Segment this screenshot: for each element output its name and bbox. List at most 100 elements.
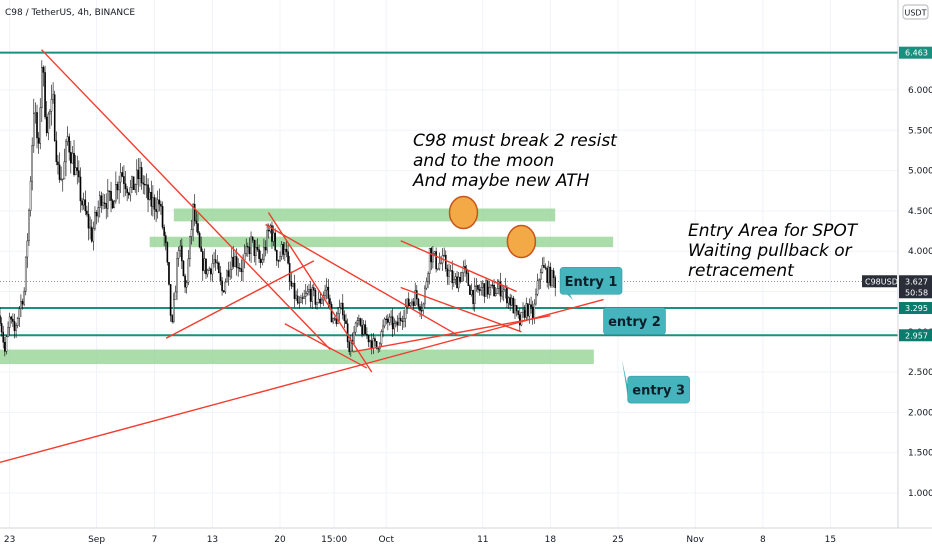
candle-body [13,321,16,331]
candle-body [24,256,27,292]
candle-body [325,286,328,291]
candle-body [525,303,528,318]
candle-body [41,67,43,109]
candle-body [111,200,114,209]
price-tag-box [899,302,932,315]
candle-body [517,310,520,315]
candle-body [358,318,360,321]
callout-pointer [622,360,628,397]
candle-body [15,325,17,331]
candle-body [102,202,104,206]
candle-body [206,270,209,275]
candle-body [387,318,389,323]
candle-body [422,303,425,311]
callout-label: entry 2 [608,315,661,330]
candle-body [227,270,230,277]
candle-body [68,136,71,153]
candle-body [348,341,351,352]
candle-body [79,176,82,202]
candle-body [107,190,109,209]
candle-body [536,280,539,295]
candle-body [214,259,217,263]
candle-body [150,192,153,207]
candle-body [258,249,260,259]
price-tag-label: 2.957 [905,331,928,340]
x-tick-label: 18 [545,535,557,545]
trendline-9 [400,286,522,333]
candle-body [145,184,148,186]
candle-body [267,230,270,232]
candle-body [177,250,180,259]
candle-body [502,289,505,292]
candle-body [87,213,90,229]
candle-body [82,199,85,206]
candle-body [92,228,95,242]
candle-body [317,298,320,303]
candle-body [219,272,222,282]
price-lines [0,51,898,337]
candle-body [330,303,333,323]
callouts: Entry 1 entry 2 entry 3 [559,267,690,404]
callout-3: entry 3 [622,360,690,404]
price-tag-3.295: 3.295 [899,302,932,315]
candle-body [425,281,428,289]
candle-body [70,152,72,164]
candle-body [28,210,30,242]
y-tick-label: 5.000 [908,167,932,177]
candle-body [473,286,476,304]
candle-body [20,301,22,309]
candle-body [55,140,58,163]
candle-body [31,145,33,182]
candle-body [338,307,341,314]
trendline-4 [165,260,315,339]
candle-body [332,318,334,323]
candle-body [472,289,474,304]
candle-body [197,223,199,234]
candle-body [98,195,101,208]
candle-body [210,268,212,275]
candle-body [100,195,103,206]
candle-body [0,315,1,324]
candle-body [469,285,471,295]
candle-body [449,270,452,272]
candle-body [184,275,186,288]
currency-button[interactable]: USDT [902,4,929,20]
candle-body [407,298,410,307]
candle-body [340,302,342,309]
annotation-line: and to the moon [413,151,554,171]
candle-body [229,269,231,277]
candle-body [127,192,130,196]
candle-body [416,290,418,300]
time-axis[interactable]: 23 Sep 7 13 20 15:00 Oct 11 18 25 Nov 8 15 [4,535,836,545]
candle-body [380,331,383,345]
candle-body [89,226,91,229]
candle-body [456,276,458,289]
candle-body [187,258,190,283]
candle-body [179,245,182,251]
candle-body [459,276,462,282]
candle-body [76,167,79,171]
candle-body [65,141,67,163]
candle-body [45,116,48,134]
candle-body [501,291,503,297]
candle-body [448,270,450,277]
candle-body [554,277,557,288]
candle-body [345,320,347,324]
candle-body [541,265,544,273]
candle-body [216,262,219,264]
candle-body [160,203,162,207]
candle-body [520,312,523,326]
candle-body [409,302,412,307]
candle-body [298,302,301,304]
candle-body [169,284,172,316]
candle-body [44,72,46,118]
candle-body [222,290,225,293]
candle-body [247,246,249,248]
candle-body [499,281,502,297]
callout-box [559,267,623,295]
candle-body [242,259,244,273]
resistance-marker-1 [448,195,479,230]
candle-body [287,251,289,264]
candle-body [510,297,513,306]
